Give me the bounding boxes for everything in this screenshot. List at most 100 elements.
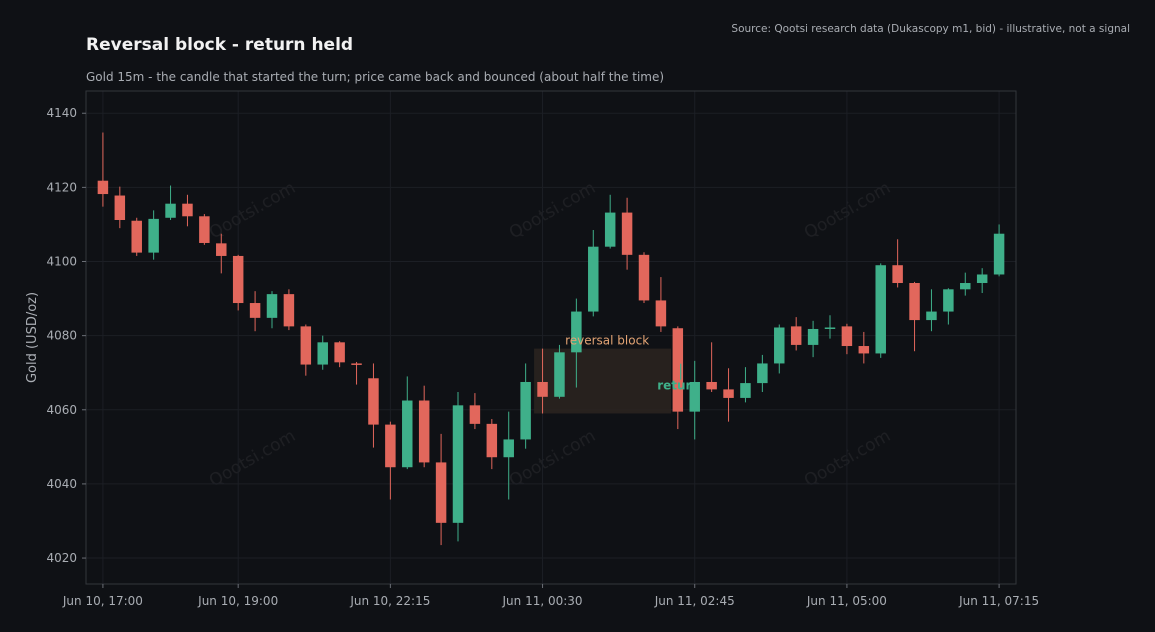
candle: [317, 335, 328, 370]
candle-body: [469, 405, 481, 424]
candle: [588, 230, 599, 317]
candle-body: [757, 363, 768, 384]
x-axis-ticks: Jun 10, 17:00 Jun 10, 19:00 Jun 10, 22:15 J…: [62, 584, 1039, 608]
candle: [790, 317, 802, 351]
y-tick-label: 4080: [46, 329, 77, 343]
candle-body: [368, 378, 379, 425]
x-tick-label: Jun 11, 07:15: [958, 594, 1039, 608]
candle-body: [909, 283, 920, 321]
y-axis-label: Gold (USD/oz): [25, 292, 40, 383]
candle: [993, 224, 1005, 277]
chart-subtitle: Gold 15m - the candle that started the t…: [86, 70, 665, 84]
watermark-text: Qootsi.com: [801, 426, 894, 491]
candle-body: [588, 246, 599, 312]
annotations-layer: reversal block return: [565, 334, 700, 393]
candle: [232, 254, 244, 311]
y-axis-ticks: 4020 4040 4060 4080 4100 4120 4140: [46, 106, 86, 565]
candle-body: [148, 218, 159, 253]
candle-body: [216, 243, 227, 256]
candle: [199, 214, 210, 245]
chart-title: Reversal block - return held: [86, 35, 354, 55]
candle-body: [249, 303, 261, 318]
candle-body: [790, 326, 802, 345]
candle-body: [131, 220, 142, 253]
candle: [571, 298, 582, 388]
candle-body: [689, 381, 700, 412]
x-tick-label: Jun 11, 00:30: [502, 594, 583, 608]
candle: [385, 421, 396, 500]
candles-layer: [97, 132, 1005, 546]
watermark-text: Qootsi.com: [206, 426, 299, 491]
candle: [774, 324, 785, 374]
candle-body: [604, 212, 616, 247]
candle-body: [503, 439, 514, 458]
y-tick-label: 4040: [46, 477, 77, 491]
candle: [452, 391, 464, 542]
candle: [165, 185, 176, 220]
zone-label: reversal block: [565, 334, 649, 348]
candle-body: [824, 327, 836, 329]
candle-body: [351, 363, 362, 365]
candle: [368, 363, 379, 448]
candle: [926, 289, 937, 332]
candle: [638, 252, 650, 304]
candle: [435, 433, 447, 546]
candle: [672, 326, 684, 430]
candle-body: [300, 326, 312, 365]
candle: [418, 385, 430, 468]
y-tick-label: 4020: [46, 551, 77, 565]
candle: [283, 289, 295, 331]
candle: [621, 197, 633, 270]
candle-body: [520, 381, 531, 440]
candle-body: [537, 381, 548, 397]
candle: [97, 132, 109, 207]
candle-body: [486, 423, 498, 458]
candle-body: [334, 342, 345, 363]
candle-body: [926, 311, 937, 321]
candle: [655, 277, 667, 332]
y-tick-label: 4140: [46, 106, 77, 120]
source-note: Source: Qootsi research data (Dukascopy …: [731, 23, 1130, 35]
candle: [351, 361, 362, 385]
candle: [131, 217, 142, 256]
candle-body: [114, 195, 126, 220]
candle-body: [232, 255, 244, 304]
x-tick-label: Jun 10, 22:15: [349, 594, 430, 608]
candle: [469, 393, 481, 430]
candle-body: [774, 327, 785, 364]
candle-body: [723, 389, 734, 398]
y-tick-label: 4060: [46, 403, 77, 417]
candle-body: [740, 383, 751, 398]
candle-body: [976, 274, 988, 284]
candle-body: [452, 405, 464, 523]
candle: [503, 411, 514, 500]
candle-body: [97, 180, 109, 195]
candle: [266, 291, 278, 329]
candle: [757, 354, 768, 392]
candle: [909, 281, 920, 352]
candle-body: [706, 381, 717, 390]
candle: [841, 323, 853, 355]
candle-body: [993, 233, 1005, 275]
candle-body: [672, 328, 684, 412]
candle-body: [199, 216, 210, 243]
candle-body: [943, 289, 954, 312]
candle-body: [435, 462, 447, 523]
candle: [604, 194, 616, 249]
x-tick-label: Jun 11, 05:00: [806, 594, 887, 608]
candle: [334, 341, 345, 368]
candle: [689, 360, 700, 440]
candle-body: [418, 400, 430, 463]
candle: [114, 186, 126, 229]
candle: [216, 233, 227, 274]
candle-body: [571, 311, 582, 353]
candle-body: [182, 203, 193, 217]
candle-body: [621, 212, 633, 255]
candle: [300, 324, 312, 376]
y-tick-label: 4100: [46, 255, 77, 269]
candle: [824, 315, 836, 339]
candle: [249, 291, 261, 332]
candle: [402, 376, 413, 470]
candle: [960, 272, 971, 296]
